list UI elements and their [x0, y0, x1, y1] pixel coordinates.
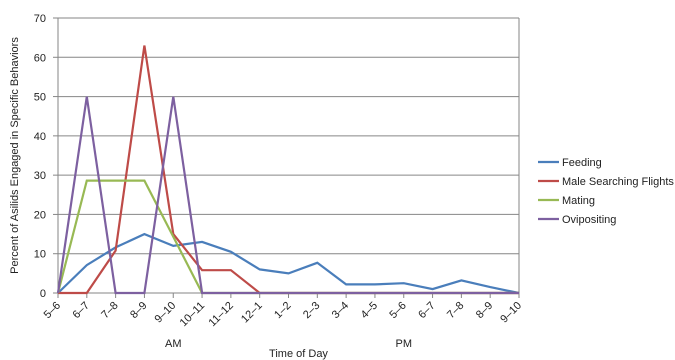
series-line-male-searching-flights [58, 45, 519, 295]
y-tick-label: 0 [40, 288, 46, 300]
x-tick-label: 1–2 [272, 300, 293, 321]
x-tick-label: 8–9 [474, 300, 495, 321]
y-tick-label: 50 [34, 92, 46, 104]
period-label: PM [396, 338, 413, 350]
x-tick-label: 7–8 [445, 300, 466, 321]
x-tick-label: 8–9 [128, 300, 149, 321]
series-lines [56, 45, 520, 295]
x-tick-label: 6–7 [70, 300, 91, 321]
y-axis-title: Percent of Asilids Engaged in Specific B… [9, 37, 21, 274]
axes [53, 17, 520, 298]
x-tick-label: 5–6 [387, 300, 408, 321]
legend-label: Male Searching Flights [562, 176, 674, 188]
y-tick-label: 40 [34, 131, 46, 143]
x-tick-label: 10–11 [178, 300, 208, 330]
x-tick-label: 3–4 [330, 300, 351, 321]
x-tick-label: 12–1 [239, 300, 265, 326]
x-tick-label: 7–8 [99, 300, 120, 321]
series-line-ovipositing [56, 96, 519, 295]
x-axis-title: Time of Day [269, 348, 328, 360]
y-tick-label: 70 [34, 13, 46, 25]
legend-label: Mating [562, 195, 595, 207]
x-tick-label: 9–10 [153, 300, 179, 326]
y-tick-label: 60 [34, 52, 46, 64]
x-tick-label: 2–3 [301, 300, 322, 321]
period-label: AM [165, 338, 182, 350]
x-tick-label: 11–12 [206, 300, 236, 330]
gridlines [58, 17, 519, 255]
x-tick-label: 6–7 [416, 300, 437, 321]
series-line-feeding [57, 232, 520, 295]
x-tick-label: 5–6 [42, 300, 63, 321]
y-tick-label: 20 [34, 209, 46, 221]
legend-label: Ovipositing [562, 214, 616, 226]
legend-label: Feeding [562, 157, 602, 169]
y-tick-label: 10 [34, 249, 46, 261]
x-tick-label: 4–5 [359, 300, 380, 321]
legend: Feeding Male Searching Flights Mating Ovipo… [538, 157, 674, 226]
y-tick-label: 30 [34, 170, 46, 182]
x-tick-label: 9–10 [498, 300, 524, 326]
series-line-mating [56, 179, 519, 295]
